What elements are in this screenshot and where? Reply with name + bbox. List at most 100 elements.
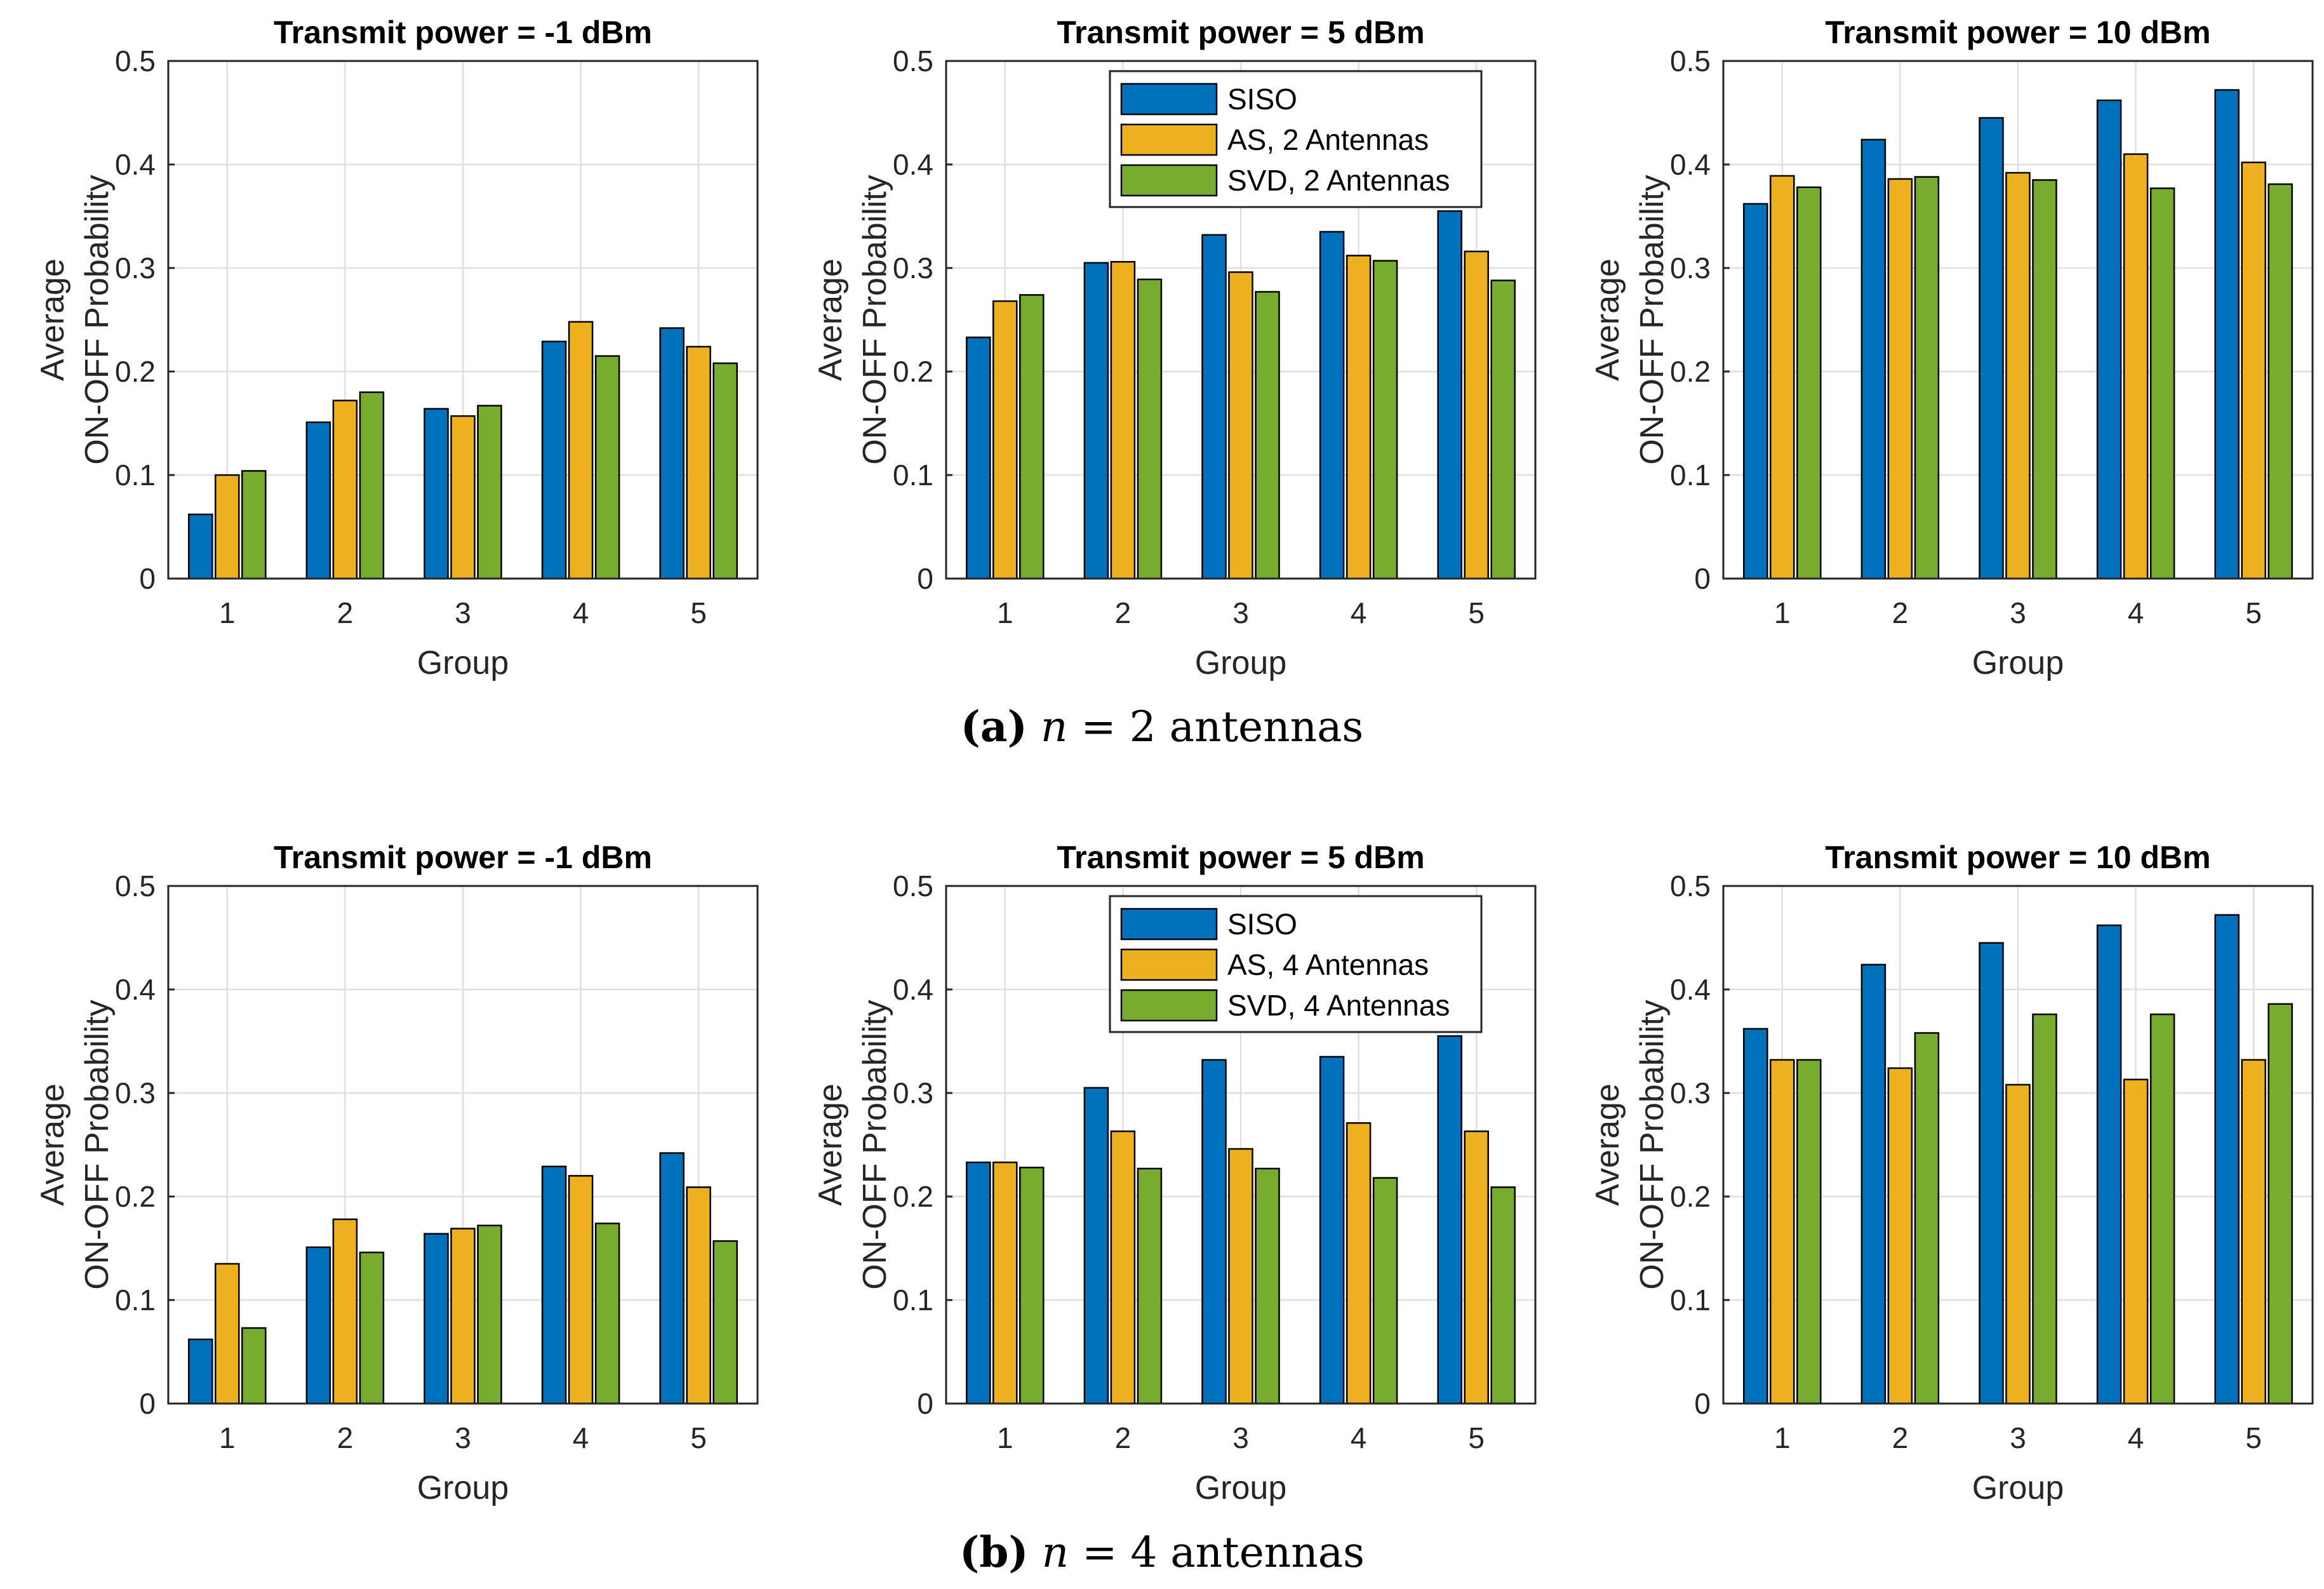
axes-box xyxy=(167,60,759,580)
x-tick-label: 3 xyxy=(1232,1421,1249,1454)
y-tick-label: 0 xyxy=(139,1387,156,1420)
x-tick-label: 3 xyxy=(2010,596,2026,629)
y-axis-label: Average ON-OFF Probability xyxy=(1589,1000,1671,1290)
y-tick-label: 0.5 xyxy=(1670,44,1711,77)
bar-as-4-antennas-group-1 xyxy=(992,1161,1018,1405)
bar-svd-4-antennas-group-2 xyxy=(1914,1032,1940,1405)
bar-as-2-antennas-group-1 xyxy=(215,474,240,580)
y-axis-label-line: ON-OFF Probability xyxy=(857,1000,893,1290)
bar-as-2-antennas-group-2 xyxy=(1110,260,1136,580)
y-tick-label: 0.4 xyxy=(115,973,156,1006)
bar-siso-group-2 xyxy=(1860,963,1887,1405)
y-tick-label: 0.5 xyxy=(115,44,156,77)
y-axis-label: Average ON-OFF Probability xyxy=(1589,175,1671,465)
bar-svd-4-antennas-group-2 xyxy=(359,1251,385,1405)
x-tick-label: 4 xyxy=(573,596,589,629)
bar-as-4-antennas-group-4 xyxy=(1346,1122,1372,1405)
caption-a-label: (a) xyxy=(960,702,1027,751)
bar-svd-4-antennas-group-1 xyxy=(1019,1167,1045,1405)
legend-label: SVD, 4 Antennas xyxy=(1227,989,1450,1022)
y-axis-label: Average ON-OFF Probability xyxy=(812,175,893,465)
bar-as-4-antennas-group-5 xyxy=(1464,1130,1489,1405)
bar-as-4-antennas-group-1 xyxy=(215,1263,240,1405)
bar-svd-2-antennas-group-3 xyxy=(1255,291,1280,580)
x-axis-label: Group xyxy=(1195,645,1287,681)
bar-svd-2-antennas-group-4 xyxy=(1372,260,1398,580)
bar-siso-group-3 xyxy=(424,1233,449,1405)
bar-as-4-antennas-group-2 xyxy=(1887,1067,1913,1405)
bar-siso-group-5 xyxy=(1437,210,1462,580)
bar-svd-2-antennas-group-2 xyxy=(1914,176,1940,580)
bar-siso-group-1 xyxy=(1743,203,1768,580)
legend-swatch xyxy=(1120,908,1218,941)
bar-siso-group-2 xyxy=(1083,262,1109,580)
bar-siso-group-5 xyxy=(1437,1035,1462,1405)
bar-as-4-antennas-group-2 xyxy=(332,1218,358,1405)
legend-swatch xyxy=(1120,164,1218,197)
caption-a-var: n xyxy=(1040,702,1068,751)
bar-svd-4-antennas-group-1 xyxy=(1796,1059,1822,1405)
axes-box xyxy=(945,60,1537,580)
y-tick-label: 0.4 xyxy=(115,148,156,181)
x-tick-label: 1 xyxy=(1774,1421,1791,1454)
bar-siso-group-5 xyxy=(659,1152,685,1405)
y-tick-label: 0.1 xyxy=(893,459,933,492)
y-axis-label-line: Average xyxy=(1589,1083,1626,1206)
y-tick-label: 0.3 xyxy=(893,251,933,285)
bar-svd-2-antennas-group-2 xyxy=(1137,278,1163,580)
legend-label: AS, 2 Antennas xyxy=(1227,123,1429,156)
x-tick-label: 1 xyxy=(997,1421,1013,1454)
y-tick-label: 0.3 xyxy=(115,1076,156,1110)
bar-siso-group-2 xyxy=(305,1246,331,1405)
bar-svd-4-antennas-group-2 xyxy=(1137,1167,1163,1405)
bar-siso-group-5 xyxy=(2214,89,2240,580)
bar-svd-2-antennas-group-1 xyxy=(1019,294,1045,580)
bar-svd-4-antennas-group-3 xyxy=(1255,1167,1280,1405)
y-tick-label: 0.2 xyxy=(1670,1180,1711,1213)
bar-as-2-antennas-group-4 xyxy=(568,321,594,580)
bar-siso-group-3 xyxy=(1201,234,1227,580)
y-tick-label: 0.4 xyxy=(893,973,933,1006)
bar-siso-group-3 xyxy=(424,408,449,580)
bar-as-4-antennas-group-3 xyxy=(2005,1083,2031,1405)
y-tick-label: 0.3 xyxy=(1670,1076,1711,1110)
y-axis-label-line: ON-OFF Probability xyxy=(857,175,893,465)
x-tick-label: 2 xyxy=(337,1421,354,1454)
x-tick-label: 5 xyxy=(1468,596,1485,629)
y-axis-label: Average ON-OFF Probability xyxy=(34,1000,116,1290)
bar-as-2-antennas-group-4 xyxy=(1346,255,1372,580)
y-tick-label: 0.1 xyxy=(115,459,156,492)
bar-svd-2-antennas-group-3 xyxy=(2032,179,2057,580)
bar-svd-2-antennas-group-5 xyxy=(2267,183,2293,580)
x-tick-label: 2 xyxy=(1892,1421,1909,1454)
legend-swatch xyxy=(1120,989,1218,1022)
bar-svd-4-antennas-group-5 xyxy=(2267,1003,2293,1405)
x-axis-label: Group xyxy=(417,645,509,681)
bar-as-4-antennas-group-4 xyxy=(568,1175,594,1405)
x-tick-label: 2 xyxy=(337,596,354,629)
y-axis-label-line: Average xyxy=(1589,258,1626,381)
bar-siso-group-1 xyxy=(188,513,213,580)
y-tick-label: 0.4 xyxy=(1670,973,1711,1006)
bar-siso-group-1 xyxy=(966,336,991,580)
legend-swatch xyxy=(1120,83,1218,116)
bar-svd-2-antennas-group-4 xyxy=(594,355,620,580)
x-tick-label: 3 xyxy=(2010,1421,2026,1454)
bar-siso-group-4 xyxy=(1319,231,1345,580)
y-axis-label-line: Average xyxy=(812,1083,849,1206)
bar-siso-group-5 xyxy=(659,327,685,580)
y-tick-label: 0.1 xyxy=(115,1284,156,1317)
bar-as-2-antennas-group-1 xyxy=(1770,175,1795,580)
x-tick-label: 4 xyxy=(573,1421,589,1454)
x-axis-label: Group xyxy=(1195,1470,1287,1506)
y-axis-label-line: ON-OFF Probability xyxy=(79,1000,116,1290)
y-tick-label: 0 xyxy=(917,1387,933,1420)
axes-box xyxy=(1722,60,2314,580)
y-tick-label: 0 xyxy=(1694,562,1711,595)
x-axis-label: Group xyxy=(417,1470,509,1506)
x-tick-label: 1 xyxy=(219,1421,236,1454)
bar-svd-2-antennas-group-1 xyxy=(1796,186,1822,580)
x-tick-label: 5 xyxy=(690,1421,707,1454)
bar-siso-group-2 xyxy=(1860,138,1887,580)
